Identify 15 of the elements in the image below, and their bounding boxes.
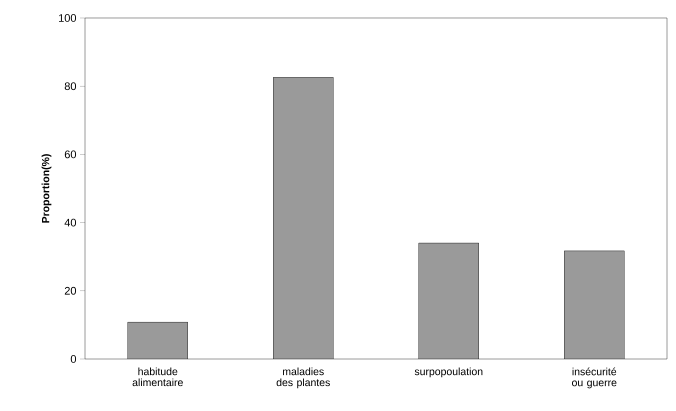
y-axis-title: Proportion(%) xyxy=(42,154,52,223)
y-tick-label: 60 xyxy=(64,150,76,158)
x-tick-label: insécurité ou guerre xyxy=(572,368,616,388)
bar xyxy=(564,250,624,359)
y-tick-label: 80 xyxy=(64,82,76,90)
y-tick-label: 100 xyxy=(59,14,76,22)
y-tick-label: 20 xyxy=(64,286,76,295)
x-tick-label: maladies des plantes xyxy=(276,368,330,388)
y-tick-label: 40 xyxy=(64,218,76,226)
bar xyxy=(128,322,188,359)
y-tick-label: 0 xyxy=(70,355,76,363)
x-tick-label: surpopoulation xyxy=(414,368,482,378)
bar xyxy=(273,77,334,359)
x-tick-label: habitude alimentaire xyxy=(132,368,183,386)
bar xyxy=(418,242,479,359)
